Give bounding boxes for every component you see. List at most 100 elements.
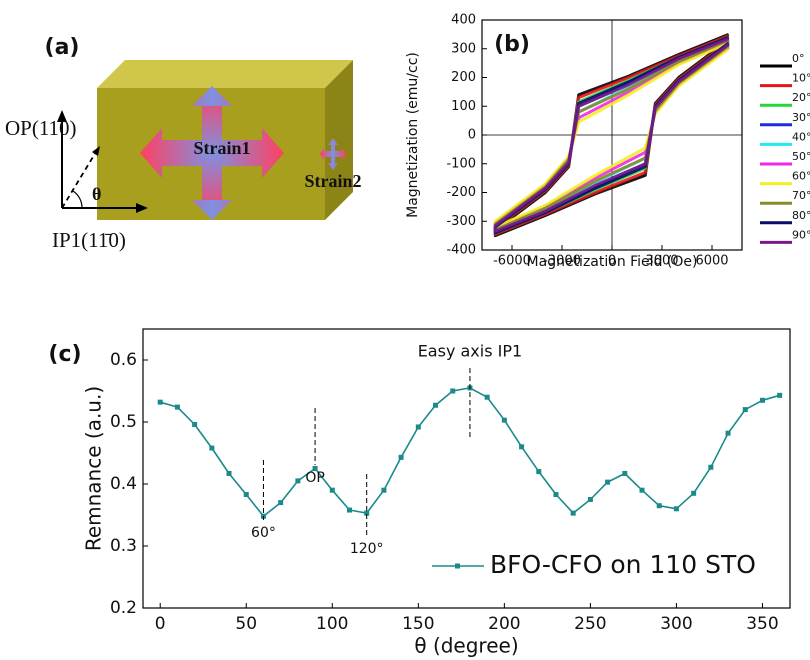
data-point xyxy=(346,507,352,513)
data-point xyxy=(553,492,559,498)
data-point xyxy=(329,487,335,493)
y-tick-label: 400 xyxy=(451,13,476,28)
y-tick-label: -200 xyxy=(446,185,476,200)
data-point xyxy=(174,404,180,410)
strain1-label: Strain1 xyxy=(193,138,250,158)
y-tick-label: 0.2 xyxy=(110,598,137,618)
data-point xyxy=(570,510,576,516)
data-point xyxy=(587,497,593,502)
x-tick-label: 0 xyxy=(608,254,616,269)
y-tick-label: -300 xyxy=(446,214,476,229)
data-point xyxy=(295,478,301,484)
data-point xyxy=(742,407,748,413)
x-tick-label: 250 xyxy=(574,614,606,634)
theta-label: θ xyxy=(92,184,101,204)
data-point xyxy=(777,392,783,398)
legend-label: 70° xyxy=(792,189,810,202)
series-line xyxy=(493,37,730,233)
data-point xyxy=(415,424,421,430)
op-label: OP(110) xyxy=(5,116,77,140)
x-tick-label: -3000 xyxy=(543,254,581,269)
ip-arrowhead xyxy=(136,203,148,213)
x-tick-label: -6000 xyxy=(493,254,531,269)
data-point xyxy=(759,397,765,403)
x-tick-label: 150 xyxy=(402,614,434,634)
annotation-label: 120° xyxy=(350,541,384,557)
y-tick-label: -400 xyxy=(446,243,476,258)
x-tick-label: 350 xyxy=(746,614,778,634)
annotation-label: Easy axis IP1 xyxy=(418,342,523,361)
data-point xyxy=(381,487,387,493)
y-tick-label: -100 xyxy=(446,156,476,171)
data-point xyxy=(725,430,731,436)
data-point xyxy=(209,445,215,451)
legend-label: 30° xyxy=(792,111,810,124)
diagram-box xyxy=(57,60,353,220)
y-tick-label: 0.3 xyxy=(110,536,137,556)
legend-label: 0° xyxy=(792,52,805,65)
x-axis-label: Magnetization Field (Oe) xyxy=(527,254,698,270)
plot-frame xyxy=(142,328,791,609)
panel-label: (b) xyxy=(494,32,530,57)
theta-direction xyxy=(61,151,97,209)
y-tick-label: 0 xyxy=(468,128,476,143)
panel-label: (a) xyxy=(45,35,80,60)
annotation-label: OP xyxy=(305,470,324,486)
data-point xyxy=(673,506,679,512)
x-tick-label: 300 xyxy=(660,614,692,634)
x-tick-label: 3000 xyxy=(645,254,678,269)
legend-label: 60° xyxy=(792,170,810,183)
x-tick-label: 0 xyxy=(155,614,166,634)
legend-label: BFO-CFO on 110 STO xyxy=(490,550,756,579)
data-point xyxy=(519,444,525,450)
ip-label: IP1(11̄0) xyxy=(52,228,126,252)
data-point xyxy=(433,402,439,408)
data-point xyxy=(484,394,490,400)
data-point xyxy=(656,503,662,509)
panel-label: (c) xyxy=(48,342,81,367)
strain2-label: Strain2 xyxy=(304,171,361,191)
theta-arc xyxy=(72,190,83,209)
x-tick-label: 200 xyxy=(488,614,520,634)
data-point xyxy=(450,388,456,394)
y-tick-label: 300 xyxy=(451,41,476,56)
legend-label: 40° xyxy=(792,130,810,143)
x-tick-label: 50 xyxy=(235,614,257,634)
box-side xyxy=(325,60,353,220)
series-line xyxy=(159,387,780,517)
data-point xyxy=(708,464,714,470)
data-point xyxy=(605,479,611,485)
data-point xyxy=(501,417,507,423)
legend-marker xyxy=(455,563,460,569)
strain1-core xyxy=(202,106,222,200)
y-tick-label: 0.4 xyxy=(110,474,137,494)
y-tick-label: 0.5 xyxy=(110,412,137,432)
theta-arrowhead xyxy=(92,146,100,156)
data-point xyxy=(226,470,232,476)
legend-label: 20° xyxy=(792,91,810,104)
legend-label: 90° xyxy=(792,228,810,241)
legend-label: 10° xyxy=(792,72,810,85)
data-point xyxy=(364,510,370,516)
data-point xyxy=(639,487,645,493)
box-top xyxy=(97,60,353,88)
data-point xyxy=(536,469,542,475)
data-point xyxy=(243,492,249,498)
data-point xyxy=(192,421,198,427)
data-point xyxy=(312,466,318,471)
annotation-label: 60° xyxy=(251,525,276,541)
data-point xyxy=(622,470,628,476)
y-tick-label: 0.6 xyxy=(110,350,137,370)
y-axis-label: Remnance (a.u.) xyxy=(82,386,106,551)
x-axis-label: θ (degree) xyxy=(414,634,518,658)
data-point xyxy=(398,454,404,460)
op-arrowhead xyxy=(57,110,67,122)
data-point xyxy=(157,399,163,405)
strain2-arrows xyxy=(320,138,346,170)
legend-label: 80° xyxy=(792,209,810,222)
data-point xyxy=(278,500,284,506)
y-tick-label: 100 xyxy=(451,99,476,114)
y-tick-label: 200 xyxy=(451,70,476,85)
x-tick-label: 100 xyxy=(316,614,348,634)
